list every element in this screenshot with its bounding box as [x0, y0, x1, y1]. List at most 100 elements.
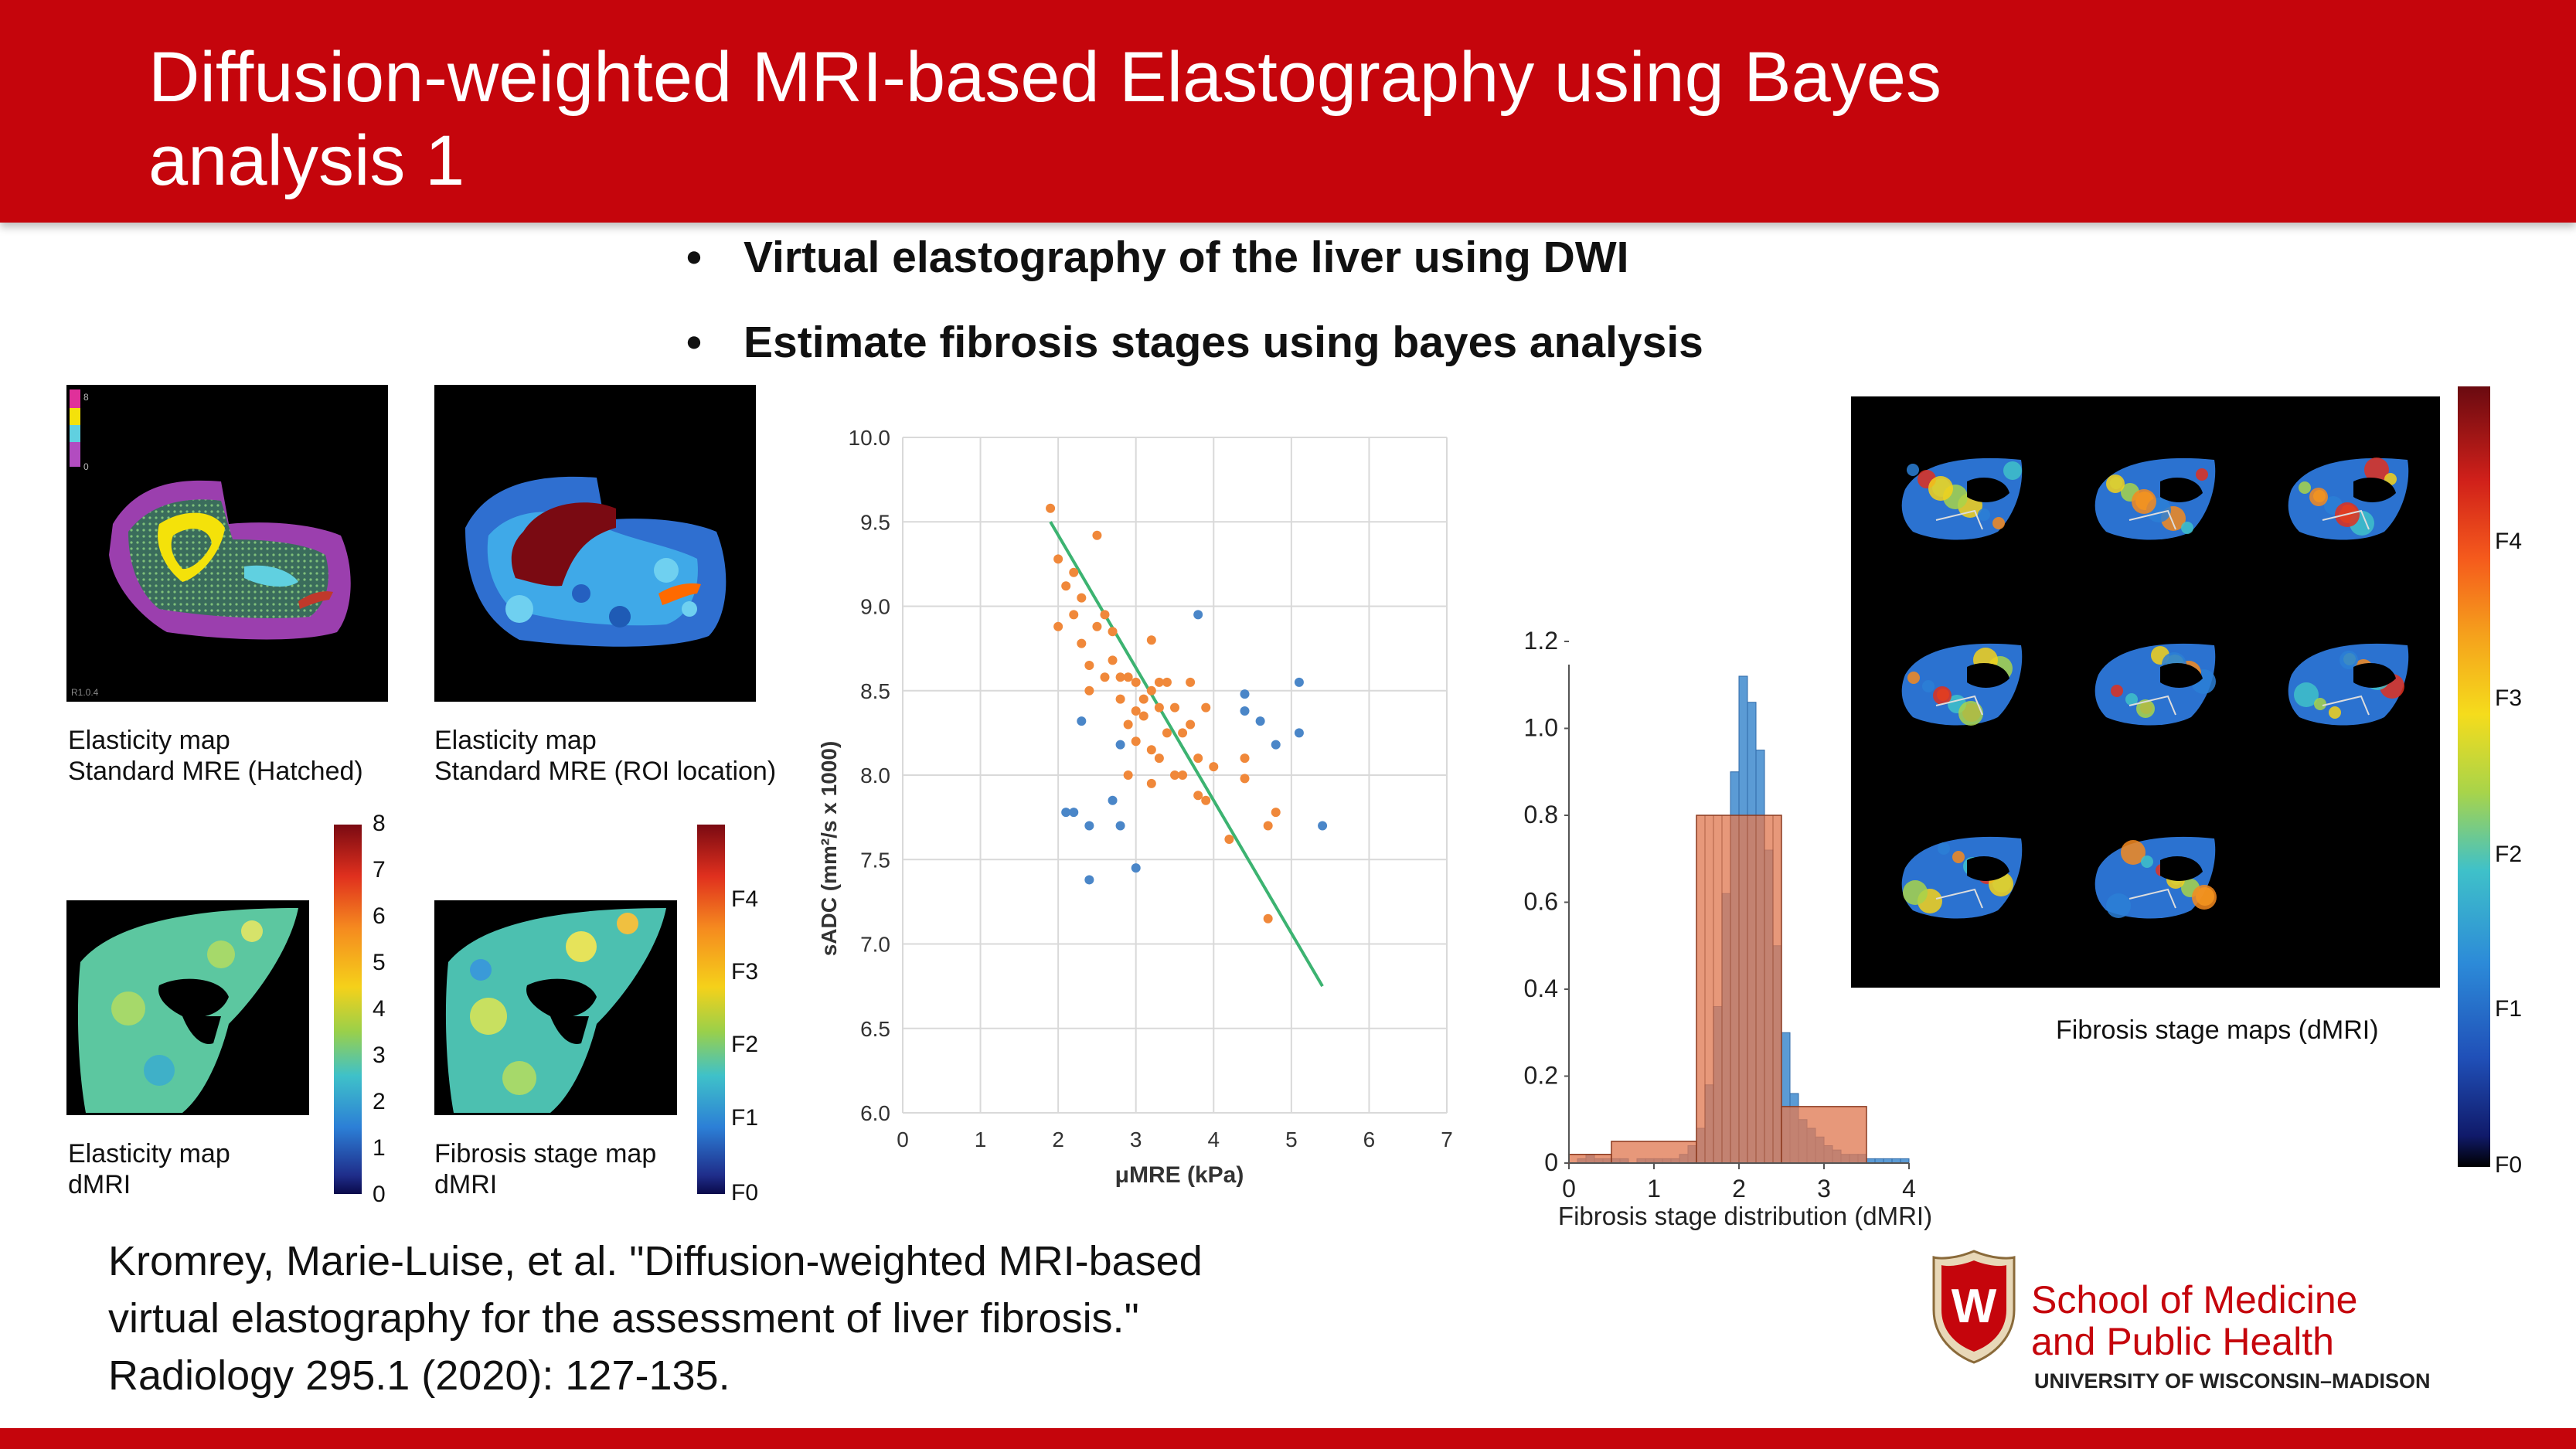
scatter-grid [902, 437, 1448, 1114]
scatter-point-orange [1138, 711, 1148, 721]
histogram-orange-bars [1568, 815, 1867, 1164]
caption-panel-1-line-2: Standard MRE (Hatched) [68, 757, 363, 786]
mre-hatched-svg: 8 0 R1.0.4 [70, 389, 351, 698]
histogram-orange-bar [1611, 1141, 1697, 1164]
legend-swatch-magenta [70, 389, 80, 408]
scatter-point-blue [1255, 716, 1265, 726]
elasticity-tick: 3 [373, 1043, 386, 1068]
stage-maps-grid [1851, 396, 2440, 988]
bullet-item-2: • Estimate fibrosis stages using bayes an… [686, 317, 1703, 368]
scatter-x-tick-label: 3 [1130, 1128, 1142, 1151]
title-bar [0, 0, 2576, 223]
stage-map-slice [2288, 457, 2409, 540]
scatter-point-orange [1240, 753, 1250, 764]
scatter-point-orange [1069, 610, 1079, 620]
uw-crest-icon: W [1932, 1250, 2016, 1364]
scatter-point-orange [1069, 567, 1079, 577]
histogram-x-label: Fibrosis stage distribution (dMRI) [1558, 1202, 1932, 1230]
scatter-point-orange [1061, 581, 1071, 591]
scatter-x-tick-label: 4 [1207, 1128, 1220, 1151]
caption-panel-4-line-1: Fibrosis stage map [434, 1139, 657, 1168]
scatter-point-orange [1146, 745, 1156, 755]
histogram-x-tick-label: 0 [1562, 1175, 1576, 1202]
scatter-point-orange [1263, 913, 1273, 923]
bullet-text-1: Virtual elastography of the liver using … [744, 233, 1629, 282]
scatter-point-orange [1077, 593, 1087, 603]
elasticity-tick: 2 [373, 1089, 386, 1114]
right-stage-tick: F3 [2495, 685, 2523, 711]
caption-panel-2: Elasticity map Standard MRE (ROI locatio… [434, 725, 776, 787]
scatter-y-label: sADC (mm²/s x 1000) [817, 741, 841, 957]
elasticity-tick: 0 [373, 1182, 386, 1207]
scatter-point-orange [1271, 808, 1281, 818]
scatter-point-orange [1092, 530, 1102, 540]
caption-panel-3-line-1: Elasticity map [68, 1139, 230, 1168]
logo-line-1: School of Medicine [2031, 1278, 2358, 1321]
scatter-point-orange [1154, 677, 1164, 687]
caption-panel-2-line-2: Standard MRE (ROI location) [434, 757, 777, 786]
scatter-chart: 6.0 6.5 7.0 7.5 8.0 8.5 9.0 9.5 10.0 0 1 2 3 4 5 6 7 μM… [817, 426, 1453, 1188]
scatter-y-tick-label: 9.0 [860, 595, 890, 619]
scatter-point-orange [1131, 706, 1141, 716]
histogram-x-tick-label: 3 [1817, 1175, 1831, 1202]
scatter-point-orange [1131, 736, 1141, 747]
scatter-point-orange [1263, 821, 1273, 831]
scatter-point-blue [1069, 808, 1079, 818]
scatter-x-tick-label: 6 [1363, 1128, 1376, 1151]
legend-swatch-purple [70, 442, 80, 467]
bullet-item-1: • Virtual elastography of the liver using… [686, 232, 1628, 283]
scatter-point-blue [1193, 610, 1203, 620]
stage-tick: F0 [731, 1180, 759, 1206]
mre-roi-svg [465, 476, 727, 647]
dmri-stage-image [434, 900, 677, 1115]
slide-title: Diffusion-weighted MRI-based Elastograph… [148, 36, 2467, 202]
scatter-point-orange [1170, 770, 1179, 780]
scatter-point-orange [1084, 660, 1094, 670]
caption-panel-3-line-2: dMRI [68, 1170, 131, 1199]
scatter-point-orange [1108, 655, 1118, 665]
scatter-point-blue [1084, 875, 1094, 885]
scatter-point-orange [1138, 694, 1148, 704]
scatter-point-orange [1186, 719, 1196, 730]
scatter-point-orange [1154, 702, 1164, 713]
bullet-dot-icon: • [686, 318, 702, 367]
scatter-point-orange [1053, 554, 1063, 564]
scatter-x-tick-label: 2 [1052, 1128, 1064, 1151]
scatter-point-orange [1201, 702, 1211, 713]
stage-map-slice [2094, 457, 2216, 540]
scatter-point-orange [1077, 638, 1087, 648]
scatter-x-tick-label: 0 [897, 1128, 909, 1151]
right-stage-tick: F4 [2495, 529, 2523, 554]
slide-title-line-1: Diffusion-weighted MRI-based Elastograph… [148, 38, 1941, 117]
scatter-point-orange [1123, 672, 1133, 682]
stage-map-slice [1901, 457, 2023, 540]
histogram-orange-bar [1568, 1154, 1612, 1164]
corner-label: R1.0.4 [71, 687, 99, 698]
histogram-x-tick-label: 2 [1732, 1175, 1746, 1202]
bullet-dot-icon: • [686, 233, 702, 282]
caption-panel-3: Elasticity map dMRI [68, 1138, 230, 1200]
stage-tick: F3 [731, 959, 759, 985]
scatter-point-orange [1193, 753, 1203, 764]
scatter-point-orange [1146, 685, 1156, 696]
caption-panel-1: Elasticity map Standard MRE (Hatched) [68, 725, 363, 787]
scatter-point-blue [1084, 821, 1094, 831]
dmri-stage-svg [445, 908, 666, 1113]
scatter-point-orange [1186, 677, 1196, 687]
elasticity-tick: 8 [373, 811, 386, 836]
scatter-point-blue [1271, 740, 1281, 750]
scatter-point-orange [1201, 795, 1211, 805]
scatter-y-tick-label: 6.0 [860, 1101, 890, 1125]
scatter-point-orange [1046, 503, 1056, 513]
stage-maps-colorbar [2458, 386, 2490, 1167]
citation-text: Kromrey, Marie-Luise, et al. "Diffusion-… [108, 1238, 1203, 1399]
scatter-point-orange [1146, 635, 1156, 645]
scatter-point-orange [1115, 672, 1125, 682]
legend-swatch-cyan [70, 425, 80, 442]
elasticity-tick: 7 [373, 857, 386, 883]
histogram-orange-bar [1781, 1106, 1867, 1164]
elasticity-tick: 4 [373, 996, 386, 1022]
histogram-y-ticks: 0 0.2 0.4 0.6 0.8 1.0 1.2 [1524, 627, 1569, 1176]
scatter-y-tick-label: 9.5 [860, 510, 890, 534]
scatter-point-orange [1100, 672, 1110, 682]
